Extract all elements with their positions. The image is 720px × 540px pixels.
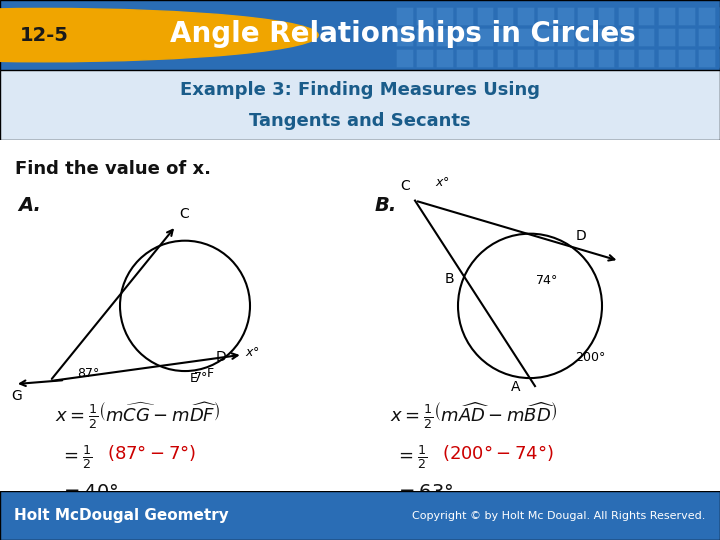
Text: $200°$: $200°$ [575, 351, 606, 364]
Text: B.: B. [375, 195, 397, 214]
FancyBboxPatch shape [618, 28, 634, 45]
FancyBboxPatch shape [577, 28, 594, 45]
FancyBboxPatch shape [396, 7, 413, 24]
FancyBboxPatch shape [396, 49, 413, 66]
Text: C: C [179, 207, 189, 221]
FancyBboxPatch shape [456, 49, 473, 66]
FancyBboxPatch shape [497, 49, 513, 66]
FancyBboxPatch shape [618, 49, 634, 66]
Text: D: D [216, 350, 227, 364]
FancyBboxPatch shape [0, 0, 720, 70]
Text: $7°$: $7°$ [194, 371, 208, 384]
FancyBboxPatch shape [537, 28, 554, 45]
Text: E: E [189, 372, 197, 385]
Text: $= 63°$: $= 63°$ [395, 483, 454, 502]
Text: F: F [207, 367, 213, 380]
FancyBboxPatch shape [618, 7, 634, 24]
Text: Holt McDougal Geometry: Holt McDougal Geometry [14, 508, 229, 523]
FancyBboxPatch shape [719, 49, 720, 66]
FancyBboxPatch shape [0, 70, 720, 140]
FancyBboxPatch shape [638, 7, 654, 24]
Text: B: B [445, 272, 454, 286]
FancyBboxPatch shape [598, 49, 614, 66]
FancyBboxPatch shape [477, 7, 493, 24]
FancyBboxPatch shape [517, 49, 534, 66]
Text: $x°$: $x°$ [435, 176, 450, 188]
FancyBboxPatch shape [598, 28, 614, 45]
FancyBboxPatch shape [436, 7, 453, 24]
FancyBboxPatch shape [517, 7, 534, 24]
FancyBboxPatch shape [477, 49, 493, 66]
FancyBboxPatch shape [456, 28, 473, 45]
Text: Tangents and Secants: Tangents and Secants [249, 112, 471, 130]
FancyBboxPatch shape [416, 7, 433, 24]
Text: $(200° - 74°)$: $(200° - 74°)$ [442, 443, 554, 463]
Text: $x°$: $x°$ [245, 346, 259, 359]
FancyBboxPatch shape [396, 28, 413, 45]
FancyBboxPatch shape [698, 28, 715, 45]
Text: A: A [510, 380, 520, 394]
Text: Copyright © by Holt Mc Dougal. All Rights Reserved.: Copyright © by Holt Mc Dougal. All Right… [413, 511, 706, 521]
Text: $= \frac{1}{2}$: $= \frac{1}{2}$ [395, 443, 427, 471]
Text: $87°$: $87°$ [77, 367, 100, 380]
FancyBboxPatch shape [638, 49, 654, 66]
FancyBboxPatch shape [638, 28, 654, 45]
Text: Angle Relationships in Circles: Angle Relationships in Circles [171, 19, 636, 48]
FancyBboxPatch shape [678, 28, 695, 45]
FancyBboxPatch shape [557, 28, 574, 45]
FancyBboxPatch shape [598, 7, 614, 24]
Text: Example 3: Finding Measures Using: Example 3: Finding Measures Using [180, 81, 540, 99]
FancyBboxPatch shape [517, 28, 534, 45]
FancyBboxPatch shape [658, 49, 675, 66]
Text: $x = \frac{1}{2}\left(m\widehat{AD} - m\widehat{BD}\right)$: $x = \frac{1}{2}\left(m\widehat{AD} - m\… [390, 401, 557, 431]
FancyBboxPatch shape [477, 28, 493, 45]
FancyBboxPatch shape [577, 7, 594, 24]
FancyBboxPatch shape [557, 7, 574, 24]
FancyBboxPatch shape [658, 28, 675, 45]
FancyBboxPatch shape [678, 49, 695, 66]
FancyBboxPatch shape [658, 7, 675, 24]
FancyBboxPatch shape [497, 7, 513, 24]
FancyBboxPatch shape [698, 49, 715, 66]
Text: A.: A. [18, 195, 41, 214]
FancyBboxPatch shape [698, 7, 715, 24]
Text: D: D [575, 229, 586, 242]
FancyBboxPatch shape [0, 491, 720, 540]
Text: G: G [12, 389, 22, 403]
FancyBboxPatch shape [456, 7, 473, 24]
Circle shape [0, 9, 318, 62]
Text: $= 40°$: $= 40°$ [60, 483, 119, 502]
FancyBboxPatch shape [416, 28, 433, 45]
FancyBboxPatch shape [436, 28, 453, 45]
Text: $x = \frac{1}{2}\left(m\widehat{CG} - m\widehat{DF}\right)$: $x = \frac{1}{2}\left(m\widehat{CG} - m\… [55, 401, 220, 431]
FancyBboxPatch shape [436, 49, 453, 66]
Text: $= \frac{1}{2}$: $= \frac{1}{2}$ [60, 443, 92, 471]
Text: $74°$: $74°$ [535, 274, 558, 287]
FancyBboxPatch shape [416, 49, 433, 66]
FancyBboxPatch shape [678, 7, 695, 24]
FancyBboxPatch shape [719, 7, 720, 24]
FancyBboxPatch shape [537, 49, 554, 66]
FancyBboxPatch shape [557, 49, 574, 66]
FancyBboxPatch shape [537, 7, 554, 24]
Text: Find the value of x.: Find the value of x. [15, 160, 211, 178]
FancyBboxPatch shape [719, 28, 720, 45]
Text: C: C [400, 179, 410, 193]
Text: $(87° - 7°)$: $(87° - 7°)$ [107, 443, 196, 463]
FancyBboxPatch shape [497, 28, 513, 45]
Text: 12-5: 12-5 [20, 25, 69, 45]
FancyBboxPatch shape [577, 49, 594, 66]
